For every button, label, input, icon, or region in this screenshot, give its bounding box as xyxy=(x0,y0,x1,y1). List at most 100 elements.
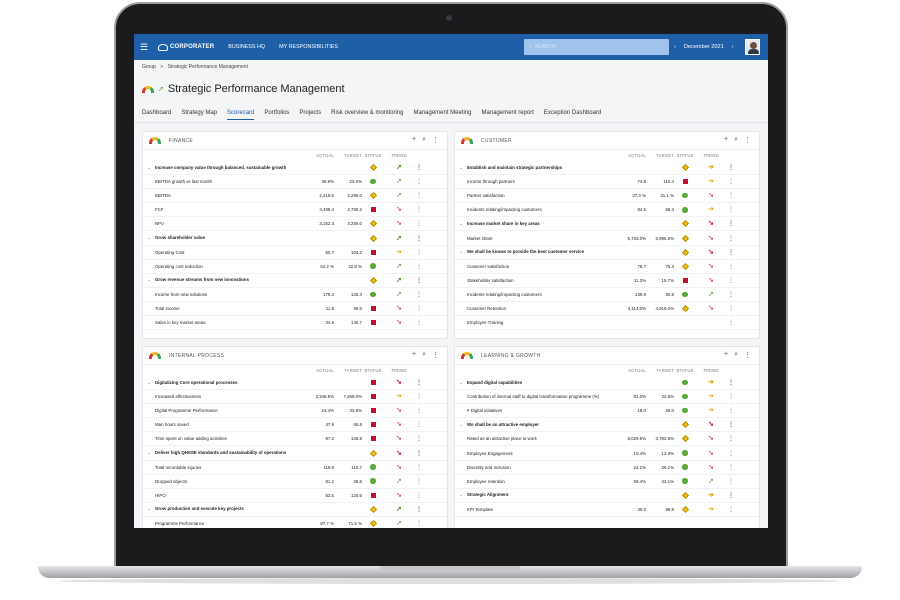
kpi-row[interactable]: Customer satisfaction 78.7 75.3 ➘ ⋮ xyxy=(455,260,759,274)
row-more-icon[interactable]: ⋮ xyxy=(416,436,422,443)
previous-period-button[interactable]: ‹ xyxy=(674,44,676,50)
row-more-icon[interactable]: ⋮ xyxy=(416,394,422,401)
col-status[interactable]: STATUS xyxy=(676,153,694,158)
kpi-row[interactable]: Incidents relating/impacting customers 13… xyxy=(455,288,759,302)
kpi-row[interactable]: Operating Cost 50.7 103.2 ➔ ⋮ xyxy=(143,246,447,260)
chevron-down-icon[interactable]: ⌄ xyxy=(459,164,463,170)
kpi-row[interactable]: Total recordable injuries 119.8 116.7 ➘ ⋮ xyxy=(143,461,447,475)
chevron-down-icon[interactable]: ⌄ xyxy=(459,492,463,498)
row-more-icon[interactable]: ⋮ xyxy=(728,422,734,429)
objective-row[interactable]: ⌄ We shall be known to provide the best c… xyxy=(455,246,759,260)
kpi-row[interactable]: Diversity and inclusion 24.1% 26.1% ➘ ⋮ xyxy=(455,461,759,475)
nav-my-responsibilities[interactable]: MY RESPONSIBILITIES xyxy=(279,44,339,50)
row-more-icon[interactable]: ⋮ xyxy=(416,492,422,499)
row-more-icon[interactable]: ⋮ xyxy=(728,179,734,186)
row-more-icon[interactable]: ⋮ xyxy=(728,277,734,284)
brand-logo[interactable]: CORPORATER xyxy=(158,43,214,51)
row-more-icon[interactable]: ⋮ xyxy=(728,464,734,471)
kpi-row[interactable]: Time spent on value adding activities 97.… xyxy=(143,432,447,447)
row-more-icon[interactable]: ⋮ xyxy=(416,263,422,270)
row-more-icon[interactable]: ⋮ xyxy=(416,165,422,172)
kpi-row[interactable]: Partner satisfaction 37.3 % 21.1 % ➘ ⋮ xyxy=(455,189,759,204)
next-period-button[interactable]: › xyxy=(731,44,734,50)
add-icon[interactable]: + xyxy=(723,136,729,143)
kpi-row[interactable]: FCF 3,499.4 3,790.2 ➘ ⋮ xyxy=(143,203,447,218)
kpi-row[interactable]: Employee Training ⋮ xyxy=(455,316,759,331)
breadcrumb-root[interactable]: Group xyxy=(142,64,156,70)
row-more-icon[interactable]: ⋮ xyxy=(728,207,734,214)
row-more-icon[interactable]: ⋮ xyxy=(728,291,734,298)
kpi-row[interactable]: KPI Template 30.9 99.9 ➔ ⋮ xyxy=(455,503,759,517)
row-more-icon[interactable]: ⋮ xyxy=(416,193,422,200)
row-more-icon[interactable]: ⋮ xyxy=(728,380,734,387)
col-target[interactable]: TARGET xyxy=(656,368,674,373)
tab-management-report[interactable]: Management report xyxy=(481,110,534,116)
col-target[interactable]: TARGET xyxy=(344,368,362,373)
kpi-row[interactable]: Market share 5,733.0% 5,996.5% ➘ ⋮ xyxy=(455,231,759,246)
add-icon[interactable]: + xyxy=(723,351,729,358)
row-more-icon[interactable]: ⋮ xyxy=(728,305,734,312)
kpi-row[interactable]: Man hours saved 47.9 65.8 ➘ ⋮ xyxy=(143,418,447,433)
kpi-row[interactable]: Employee Engagement 10.4% 12.3% ➘ ⋮ xyxy=(455,446,759,461)
row-more-icon[interactable]: ⋮ xyxy=(728,478,734,485)
col-trend[interactable]: TREND xyxy=(391,368,407,373)
row-more-icon[interactable]: ⋮ xyxy=(416,450,422,457)
search-input[interactable]: ⌕ SEARCH xyxy=(524,39,669,55)
tab-strategy-map[interactable]: Strategy Map xyxy=(181,110,218,116)
row-more-icon[interactable]: ⋮ xyxy=(728,506,734,513)
row-more-icon[interactable]: ⋮ xyxy=(416,520,422,527)
chevron-down-icon[interactable]: ⌄ xyxy=(147,164,151,170)
row-more-icon[interactable]: ⋮ xyxy=(728,436,734,443)
row-more-icon[interactable]: ⋮ xyxy=(728,394,734,401)
kpi-row[interactable]: Programme Performance 87.7 % 71.5 % ➚ ⋮ xyxy=(143,517,447,528)
row-more-icon[interactable]: ⋮ xyxy=(728,221,734,228)
row-more-icon[interactable]: ⋮ xyxy=(416,277,422,284)
kpi-row[interactable]: Increased effectiveness 3,348.5% 7,268.0% ➔… xyxy=(143,390,447,405)
objective-row[interactable]: ⌄ Establish and maintain strategic partne… xyxy=(455,161,759,176)
row-more-icon[interactable]: ⋮ xyxy=(728,492,734,499)
tab-portfolios[interactable]: Portfolios xyxy=(264,110,290,116)
row-more-icon[interactable]: ⋮ xyxy=(728,408,734,415)
col-target[interactable]: TARGET xyxy=(656,153,674,158)
row-more-icon[interactable]: ⋮ xyxy=(728,193,734,200)
row-more-icon[interactable]: ⋮ xyxy=(416,478,422,485)
tab-scorecard[interactable]: Scorecard xyxy=(227,110,255,120)
tab-exception-dashboard[interactable]: Exception Dashboard xyxy=(543,110,602,116)
chevron-down-icon[interactable]: ⌄ xyxy=(459,249,463,255)
tab-management-meeting[interactable]: Management Meeting xyxy=(413,110,472,116)
kpi-row[interactable]: Customer Retention 4,114.0% 4,919.0% ➘ ⋮ xyxy=(455,302,759,317)
more-icon[interactable]: ⋮ xyxy=(432,352,439,359)
col-target[interactable]: TARGET xyxy=(344,153,362,158)
kpi-row[interactable]: HIPO 53.5 120.6 ➘ ⋮ xyxy=(143,489,447,503)
search-icon[interactable]: ⌕ xyxy=(422,351,426,358)
kpi-row[interactable]: Income from new solutions 179.3 125.3 ➚ ⋮ xyxy=(143,288,447,302)
kpi-row[interactable]: EBITDA 2,418.5 2,295.0 ➚ ⋮ xyxy=(143,189,447,204)
kpi-row[interactable]: Sales in key market areas 34.9 140.7 ➘ ⋮ xyxy=(143,316,447,331)
more-icon[interactable]: ⋮ xyxy=(432,137,439,144)
chevron-down-icon[interactable]: ⌄ xyxy=(459,379,463,385)
tab-dashboard[interactable]: Dashboard xyxy=(142,110,172,116)
kpi-row[interactable]: Rated as an attractive place to work 8,02… xyxy=(455,432,759,447)
col-actual[interactable]: ACTUAL xyxy=(628,153,646,158)
col-trend[interactable]: TREND xyxy=(703,153,719,158)
row-more-icon[interactable]: ⋮ xyxy=(728,249,734,256)
kpi-row[interactable]: Operating cost reduction 54.2 % 22.8 % ➚ ⋮ xyxy=(143,260,447,274)
kpi-row[interactable]: Incidents relating/impacting customers 84… xyxy=(455,203,759,218)
kpi-row[interactable]: Total income 11.9 99.6 ➘ ⋮ xyxy=(143,302,447,317)
objective-row[interactable]: ⌄ Strategic Alignment ➔ ⋮ xyxy=(455,489,759,503)
row-more-icon[interactable]: ⋮ xyxy=(416,422,422,429)
row-more-icon[interactable]: ⋮ xyxy=(728,263,734,270)
kpi-row[interactable]: Contribution of internal staff to digita… xyxy=(455,390,759,405)
chevron-down-icon[interactable]: ⌄ xyxy=(147,450,151,456)
more-icon[interactable]: ⋮ xyxy=(744,137,751,144)
row-more-icon[interactable]: ⋮ xyxy=(416,291,422,298)
objective-row[interactable]: ⌄ Deliver high QHSSE standards and sustai… xyxy=(143,446,447,461)
tab-projects[interactable]: Projects xyxy=(299,110,322,116)
row-more-icon[interactable]: ⋮ xyxy=(728,320,734,327)
chevron-down-icon[interactable]: ⌄ xyxy=(147,506,151,512)
tab-risk-overview-monitoring[interactable]: Risk overview & monitoring xyxy=(331,110,404,116)
kpi-row[interactable]: Dropped objects 81.2 25.5 ➚ ⋮ xyxy=(143,475,447,489)
row-more-icon[interactable]: ⋮ xyxy=(416,305,422,312)
objective-row[interactable]: ⌄ Digitalizing Core operational processes… xyxy=(143,376,447,391)
row-more-icon[interactable]: ⋮ xyxy=(416,380,422,387)
